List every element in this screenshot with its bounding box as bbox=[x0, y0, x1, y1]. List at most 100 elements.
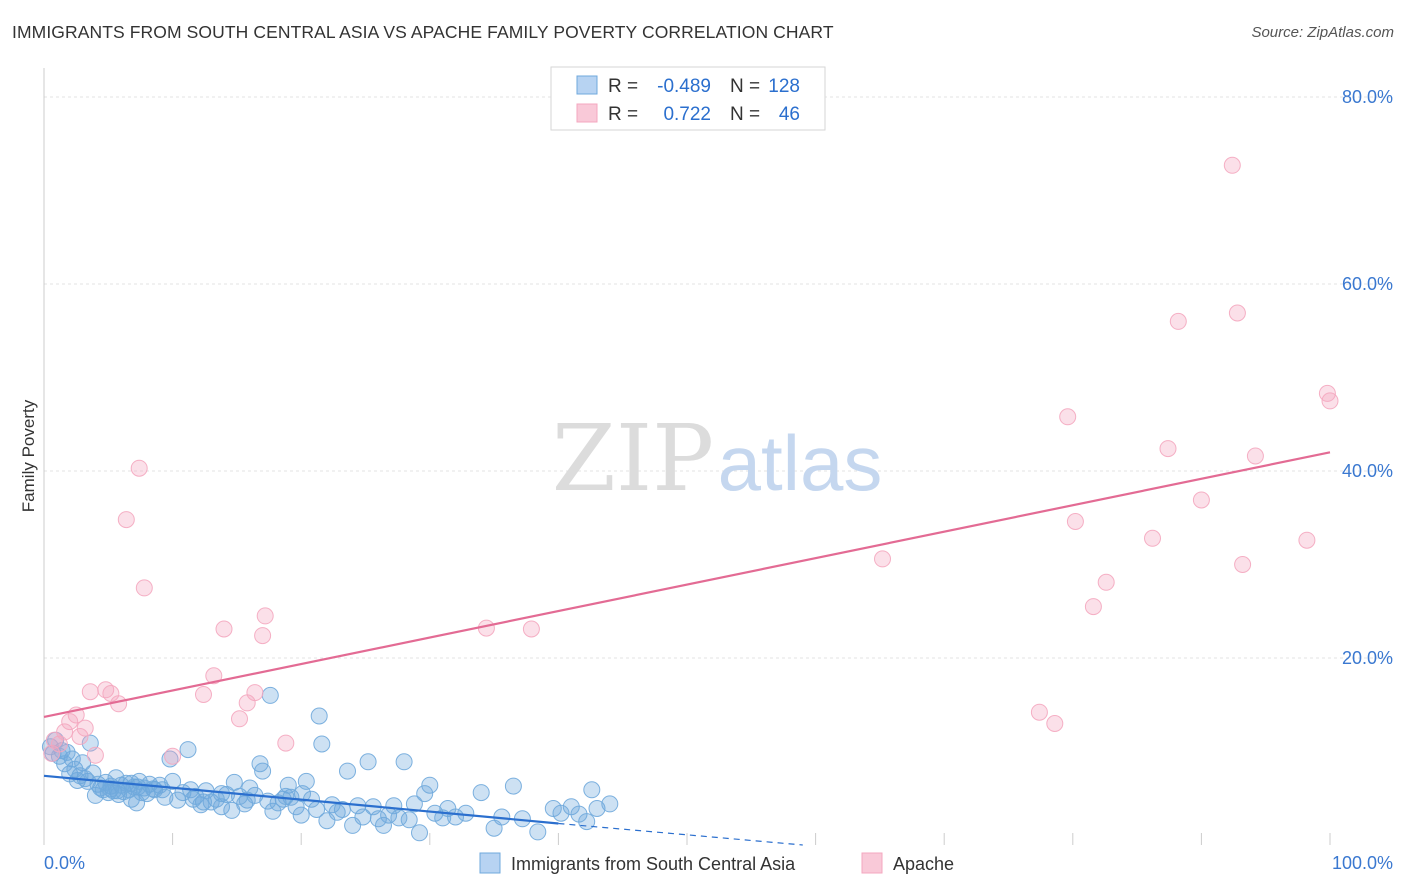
point-immigrants-94 bbox=[416, 785, 434, 803]
point-apache-31 bbox=[1059, 408, 1077, 426]
point-immigrants-79 bbox=[339, 762, 356, 780]
point-immigrants-111 bbox=[578, 813, 596, 831]
legend-label-apache: Apache bbox=[893, 854, 954, 874]
point-apache-19 bbox=[215, 620, 233, 638]
series-legend: Immigrants from South Central Asia Apach… bbox=[479, 852, 954, 874]
point-apache-20 bbox=[231, 710, 248, 728]
y-tick-label-60: 60.0% bbox=[1342, 274, 1393, 294]
point-apache-4 bbox=[61, 713, 79, 731]
point-immigrants-91 bbox=[400, 811, 418, 829]
point-immigrants-114 bbox=[601, 795, 619, 813]
y-axis-label: Family Poverty bbox=[19, 399, 38, 512]
trend-line-immigrants-extension bbox=[558, 822, 803, 846]
point-immigrants-46 bbox=[179, 741, 197, 759]
point-immigrants-106 bbox=[529, 823, 547, 841]
point-apache-15 bbox=[135, 579, 153, 597]
legend-n-label-2: N = bbox=[730, 104, 760, 125]
point-immigrants-127 bbox=[277, 787, 295, 805]
point-apache-7 bbox=[76, 719, 94, 737]
axes bbox=[43, 68, 1331, 845]
trend-line-immigrants bbox=[43, 774, 559, 825]
point-immigrants-123 bbox=[184, 790, 202, 808]
source-label: Source: ZipAtlas.com bbox=[1251, 24, 1394, 41]
point-apache-41 bbox=[1234, 556, 1252, 573]
point-immigrants-93 bbox=[411, 824, 428, 842]
point-apache-3 bbox=[56, 723, 74, 741]
point-apache-14 bbox=[130, 459, 148, 477]
point-apache-36 bbox=[1159, 440, 1177, 458]
point-immigrants-83 bbox=[359, 753, 377, 771]
point-immigrants-112 bbox=[583, 781, 601, 799]
point-apache-6 bbox=[71, 728, 89, 745]
point-apache-38 bbox=[1192, 491, 1210, 509]
point-immigrants-89 bbox=[390, 809, 408, 827]
legend-swatch-apache bbox=[861, 852, 883, 874]
y-tick-labels: 20.0% 40.0% 60.0% 80.0% bbox=[1342, 87, 1393, 668]
x-tick-label-min: 0.0% bbox=[44, 853, 85, 873]
point-immigrants-108 bbox=[552, 804, 570, 822]
point-immigrants-70 bbox=[292, 806, 310, 824]
legend-n-value-2: 46 bbox=[779, 104, 800, 125]
point-apache-25 bbox=[277, 734, 295, 752]
y-tick-label-20: 20.0% bbox=[1342, 648, 1393, 668]
point-apache-18 bbox=[205, 667, 223, 685]
legend-swatch-immigrants bbox=[479, 852, 501, 874]
x-tick-label-max: 100.0% bbox=[1332, 853, 1393, 873]
point-immigrants-42 bbox=[161, 750, 179, 768]
point-apache-34 bbox=[1097, 573, 1115, 591]
legend-r-label-1: R = bbox=[608, 76, 638, 97]
point-immigrants-118 bbox=[108, 782, 126, 800]
point-immigrants-113 bbox=[588, 800, 606, 817]
point-immigrants-62 bbox=[254, 762, 272, 780]
legend-swatch-pink bbox=[576, 103, 598, 123]
legend-item-apache[interactable]: Apache bbox=[861, 852, 954, 874]
point-apache-35 bbox=[1144, 529, 1161, 547]
y-tick-label-40: 40.0% bbox=[1342, 461, 1393, 481]
point-apache-16 bbox=[164, 747, 182, 765]
point-apache-8 bbox=[81, 683, 99, 701]
point-immigrants-90 bbox=[395, 753, 413, 771]
legend-r-value-2: 0.722 bbox=[663, 104, 711, 125]
point-apache-13 bbox=[117, 511, 135, 529]
point-immigrants-77 bbox=[328, 803, 346, 821]
point-immigrants-116 bbox=[310, 707, 328, 725]
point-apache-28 bbox=[874, 550, 891, 568]
watermark-zip: ZIP bbox=[552, 405, 714, 512]
y-tick-label-80: 80.0% bbox=[1342, 87, 1393, 107]
point-immigrants-86 bbox=[375, 816, 392, 834]
point-apache-27 bbox=[522, 620, 540, 638]
legend-item-immigrants[interactable]: Immigrants from South Central Asia bbox=[479, 852, 796, 874]
point-apache-33 bbox=[1084, 598, 1102, 616]
legend-label-immigrants: Immigrants from South Central Asia bbox=[511, 854, 796, 874]
point-immigrants-128 bbox=[294, 785, 311, 803]
point-apache-40 bbox=[1228, 304, 1246, 322]
legend-swatch-blue bbox=[576, 75, 598, 95]
legend-n-label-1: N = bbox=[730, 76, 760, 97]
point-apache-42 bbox=[1246, 447, 1264, 465]
point-immigrants-117 bbox=[102, 780, 120, 798]
point-immigrants-120 bbox=[129, 778, 147, 796]
trend-line-apache bbox=[43, 451, 1331, 718]
point-immigrants-74 bbox=[313, 735, 331, 753]
point-apache-45 bbox=[1321, 392, 1339, 410]
point-apache-22 bbox=[246, 684, 264, 702]
point-immigrants-104 bbox=[504, 777, 522, 795]
point-immigrants-115 bbox=[261, 686, 279, 704]
point-immigrants-122 bbox=[153, 781, 171, 799]
point-immigrants-8 bbox=[63, 750, 81, 768]
point-apache-17 bbox=[195, 686, 212, 703]
point-apache-29 bbox=[1030, 703, 1048, 721]
point-apache-23 bbox=[254, 627, 272, 645]
point-immigrants-92 bbox=[405, 795, 423, 813]
legend-r-label-2: R = bbox=[608, 104, 638, 125]
point-apache-32 bbox=[1066, 513, 1084, 530]
point-apache-30 bbox=[1046, 715, 1064, 732]
point-apache-37 bbox=[1169, 312, 1187, 330]
point-immigrants-95 bbox=[421, 776, 439, 794]
correlation-legend: R = -0.489 N = 128 R = 0.722 N = 46 bbox=[550, 66, 826, 131]
point-immigrants-64 bbox=[264, 802, 282, 820]
point-apache-24 bbox=[256, 607, 274, 625]
point-immigrants-101 bbox=[472, 784, 490, 802]
watermark: ZIP atlas bbox=[552, 405, 882, 512]
